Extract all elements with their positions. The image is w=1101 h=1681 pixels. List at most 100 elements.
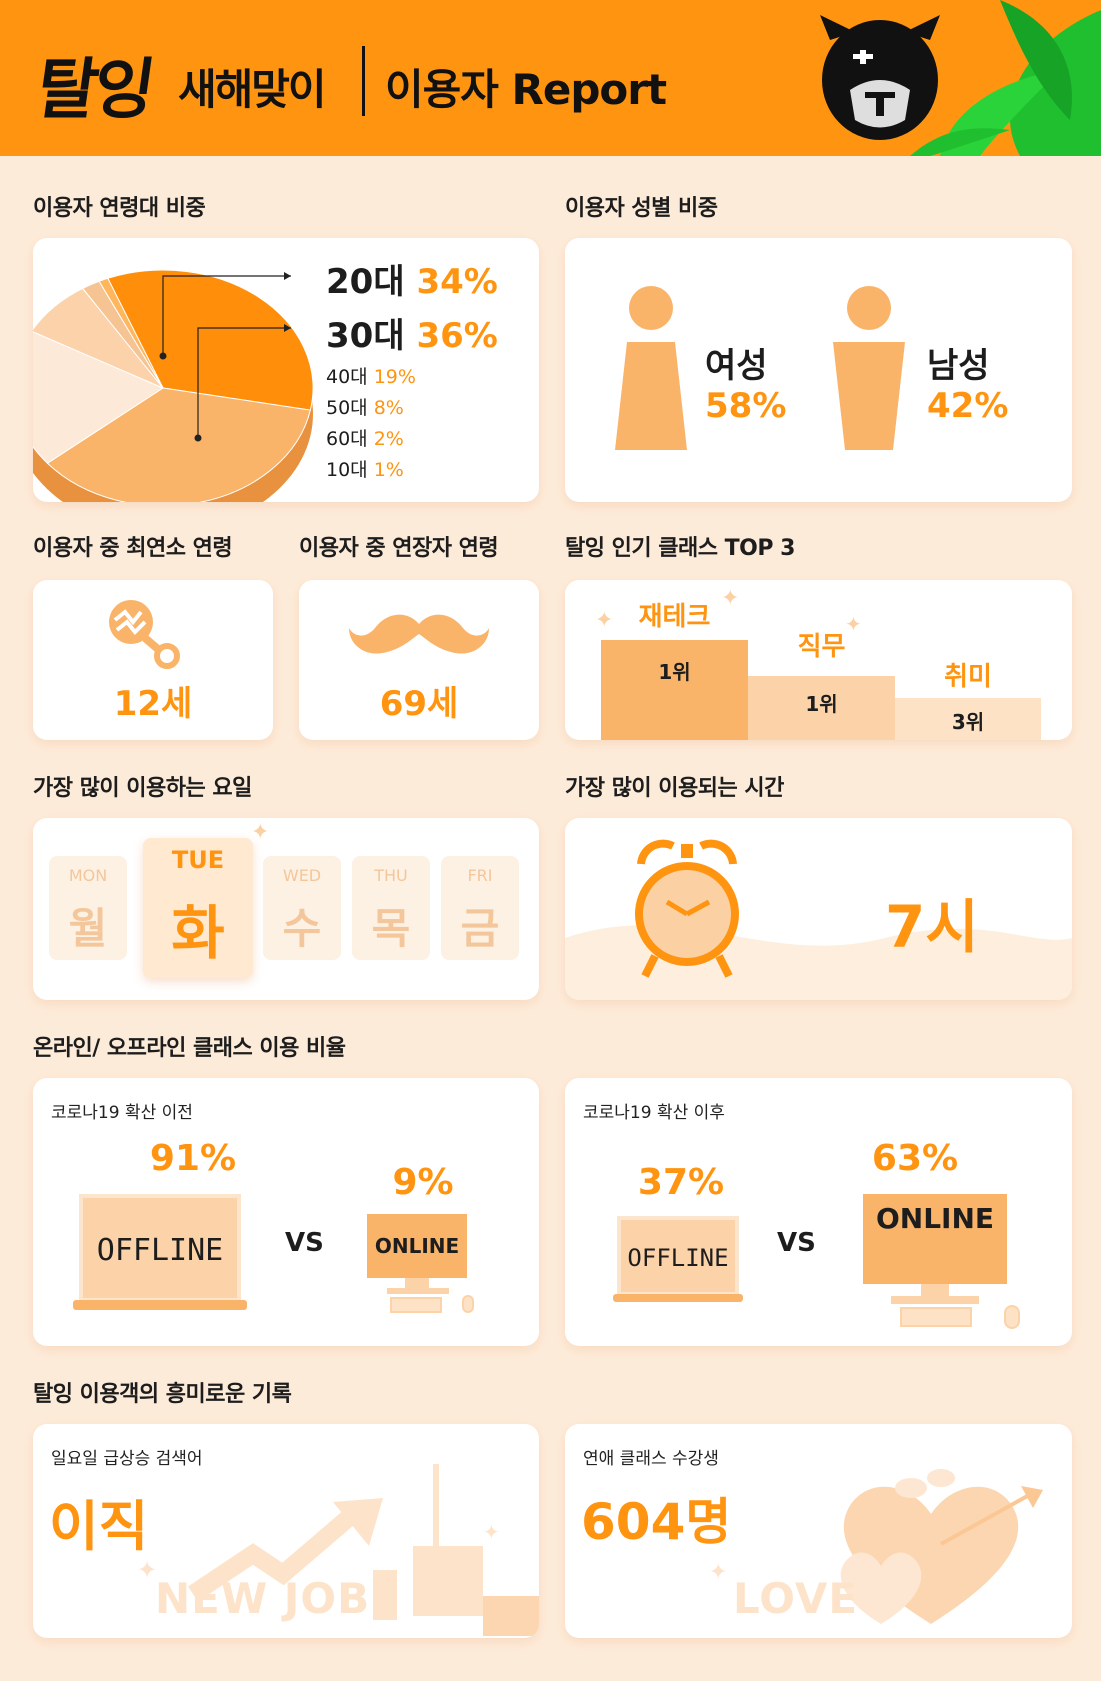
age-pie-chart [33,269,314,502]
before-online-value: 9% [392,1162,454,1203]
laptop-icon [613,1216,743,1302]
section-title-online-offline: 온라인/ 오프라인 클래스 이용 비율 [33,1036,346,1061]
female-icon [615,286,687,450]
desktop-computer-icon [863,1194,1020,1329]
love-watermark: LOVE [733,1574,859,1623]
section-title-oldest: 이용자 중 연장자 연령 [299,536,499,561]
sparkle-icon: ✦ [137,1556,158,1584]
age-label-50s: 50대 8% [326,393,404,420]
sunday-search-value: 이직 [49,1495,149,1558]
top3-card: 재테크 직무 취미 1위 1위 3위 ✦ ✦ ✦ [565,580,1072,740]
leader-line-20s-arrow [284,272,291,280]
day-ko: 수 [282,904,322,953]
header-divider [362,46,365,116]
age-value-50s: 8% [373,397,404,419]
oldest-value: 69세 [379,684,459,724]
day-en: THU [374,866,408,885]
sparkle-icon: ✦ [721,586,740,611]
age-label-10s: 10대 1% [326,455,404,482]
age-category-10s: 10대 [326,459,368,481]
age-category-50s: 50대 [326,397,368,419]
top3-name-2: 직무 [797,632,846,662]
leaf-illustration [910,0,1101,156]
day-en: WED [282,866,322,885]
age-value-20s: 34% [416,262,498,302]
popular-day-card: MON 월 TUE 화 WED 수 THU 목 FRI 금 ✦ [33,818,539,1000]
top3-rank-3: 3위 [951,710,985,734]
day-ko: 화 [171,899,225,967]
day-tue-highlight: TUE 화 [143,838,253,978]
sparkle-icon: ✦ [845,612,862,636]
sparkle-icon: ✦ [595,608,614,633]
day-wed: WED 수 [263,856,341,960]
sparkle-icon: ✦ [251,820,270,845]
age-category-20s: 20대 [326,262,405,302]
leader-line-20s [162,275,291,356]
podium-bar-1 [601,640,748,740]
brand-logo: 탈잉 [31,51,157,128]
mustache-icon [349,614,489,654]
leader-line-30s-dot [194,434,202,442]
after-online-value: 63% [871,1138,959,1179]
pie-slice-10대 [98,277,164,389]
sunday-search-card: 일요일 급상승 검색어 이직 NEW JOB ✦ ✦ [33,1424,539,1638]
sparkle-icon: ✦ [483,1520,500,1544]
leader-line-30s [197,327,291,438]
before-online-label: ONLINE [374,1234,460,1258]
pie-slice-30대 [46,387,311,502]
day-en: TUE [171,846,225,874]
pie-slice-20대 [107,269,314,411]
before-offline-label: OFFLINE [96,1233,224,1268]
day-mon: MON 월 [49,856,127,960]
top3-rank-2: 1위 [805,692,838,716]
dating-class-value: 604명 [581,1493,732,1551]
header-subtitle: 새해맞이 [178,65,327,114]
age-label-30s: 30대 36% [326,308,498,357]
day-ko: 월 [68,904,108,953]
section-title-records: 탈잉 이용객의 흥미로운 기록 [33,1382,292,1407]
laptop-icon [73,1194,247,1310]
male-value: 42% [927,386,1009,426]
after-online-label: ONLINE [875,1202,995,1235]
office-desk-icon [373,1464,539,1636]
section-title-day: 가장 많이 이용하는 요일 [33,776,252,801]
sparkle-icon: ✦ [709,1560,728,1585]
female-value: 58% [705,386,787,426]
tiger-mascot-icon [820,15,940,140]
age-ratio-card: 20대 34% 30대 36% 40대 19% 50대 8% 60대 2% 10… [33,238,539,502]
age-category-40s: 40대 [326,366,368,388]
popular-time-card: 7시 [565,818,1072,1000]
after-vs: VS [777,1228,816,1258]
pie-slice-40대 [33,331,165,464]
day-ko: 목 [371,904,411,953]
desktop-computer-icon [367,1214,474,1313]
dating-class-card: 연애 클래스 수강생 604명 LOVE ✦ [565,1424,1072,1638]
day-en: MON [68,866,108,885]
section-title-top3: 탈잉 인기 클래스 TOP 3 [565,536,795,561]
rising-arrow-icon [188,1498,383,1602]
day-thu: THU 목 [352,856,430,960]
podium-bar-3 [895,698,1041,740]
before-covid-title: 코로나19 확산 이전 [51,1103,193,1123]
age-value-10s: 1% [373,459,404,481]
popular-time-value: 7시 [885,893,979,961]
age-value-40s: 19% [373,366,416,388]
sunday-search-title: 일요일 급상승 검색어 [51,1449,203,1469]
gender-ratio-card: 여성 58% 남성 42% [565,238,1072,502]
age-label-20s: 20대 34% [326,254,498,303]
new-job-watermark: NEW JOB [155,1574,371,1623]
day-fri: FRI 금 [441,856,519,960]
podium-bar-2 [748,676,895,740]
age-value-30s: 36% [416,316,498,356]
age-value-60s: 2% [373,428,404,450]
section-title-youngest: 이용자 중 최연소 연령 [33,536,233,561]
section-title-time: 가장 많이 이용되는 시간 [565,776,784,801]
age-category-30s: 30대 [326,316,405,356]
day-ko: 금 [460,904,500,953]
after-covid-title: 코로나19 확산 이후 [583,1103,725,1123]
youngest-card: 12세 [33,580,273,740]
baby-rattle-icon [109,600,180,669]
section-title-gender: 이용자 성별 비중 [565,196,718,221]
day-en: FRI [467,866,493,885]
leader-line-30s-arrow [284,324,291,332]
